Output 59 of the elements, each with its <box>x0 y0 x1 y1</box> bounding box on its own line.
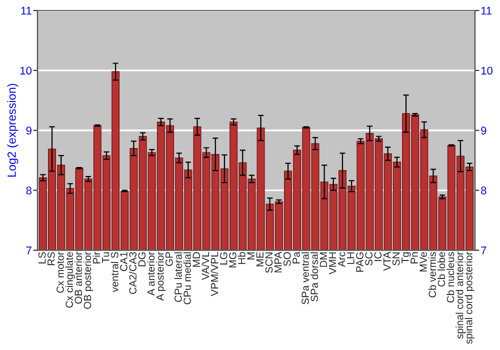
x-tick-label: ME <box>256 252 264 266</box>
y2-tick-label: 11 <box>481 6 492 15</box>
x-tick-label: RS <box>48 252 55 266</box>
x-tick-label: VPM/VPL <box>210 252 218 296</box>
x-tick-label: Cb nucleus <box>446 252 454 303</box>
x-tick-label: GP <box>166 252 173 266</box>
y2-tick-label: 8 <box>481 186 486 194</box>
x-tick-label: SPa ventral <box>301 252 309 304</box>
x-tick-label: DG <box>138 252 146 266</box>
y2-tick-label: 9 <box>481 126 486 135</box>
x-tick-label: spinal cord anterior <box>456 252 466 339</box>
x-tick-label: PAG <box>356 252 364 272</box>
x-tick-label: Tu <box>102 252 110 264</box>
x-tick-label: spinal cord posterior <box>464 252 474 344</box>
x-tick-label: MG <box>229 252 236 268</box>
x-tick-label: CA2/CA3 <box>128 252 136 294</box>
x-tick-label: SN <box>392 252 400 266</box>
x-tick-label: Hb <box>238 252 246 264</box>
x-tick-label: VA/VL <box>202 252 210 280</box>
x-tick-label: Cx cingulate <box>65 252 75 308</box>
x-tick-label: LH <box>347 252 354 264</box>
x-tick-label: VTA <box>383 252 391 271</box>
x-tick-label: OB anterior <box>74 252 82 304</box>
x-tick-label: Tg <box>402 252 411 264</box>
x-tick-label: Cx motor <box>56 252 64 293</box>
y2-tick-label: 10 <box>481 66 492 75</box>
x-tick-label: SCN <box>265 252 273 273</box>
x-tick-label: Cb lobe <box>438 252 446 287</box>
y-tick-label: 7 <box>26 246 32 254</box>
y-tick-label: 9 <box>26 126 32 135</box>
x-tick-label: A anterior <box>147 252 155 296</box>
x-tick-label: CPu lateral <box>174 252 182 302</box>
y-tick-label: 10 <box>20 66 32 75</box>
x-tick-label: OB posterior <box>84 252 94 309</box>
x-tick-label: A posterior <box>156 252 166 301</box>
x-tick-label: M <box>247 252 254 260</box>
x-tick-label: IC <box>374 252 382 261</box>
x-tick-label: LS <box>38 252 46 264</box>
y-tick-label: 11 <box>21 6 32 15</box>
y2-tick-label: 7 <box>481 246 486 254</box>
x-tick-label: Pn <box>410 252 418 264</box>
x-tick-label: CA1 <box>120 252 128 272</box>
x-tick-label: VMH <box>328 252 336 274</box>
x-tick-label: Pir <box>92 252 100 264</box>
x-tick-label: ventral S <box>110 252 118 292</box>
x-tick-label: SO <box>284 252 291 266</box>
y-tick-label: 8 <box>26 186 32 194</box>
x-tick-label: Pa <box>292 252 300 264</box>
x-tick-label: Arc <box>338 252 346 268</box>
x-tick-label: DM <box>320 252 327 267</box>
x-tick-label: MPA <box>274 252 282 272</box>
x-tick-label: SC <box>365 252 372 266</box>
x-tick-label: Cb vermis <box>428 252 436 298</box>
x-tick-label: SPa dorsal <box>310 252 318 302</box>
x-tick-label: CPu medial <box>183 252 191 304</box>
y-axis-title: Log2 (expression) <box>7 84 18 177</box>
x-tick-label: MVe <box>420 252 427 272</box>
x-tick-label: LG <box>220 252 228 265</box>
x-tick-label: MD <box>192 252 200 267</box>
